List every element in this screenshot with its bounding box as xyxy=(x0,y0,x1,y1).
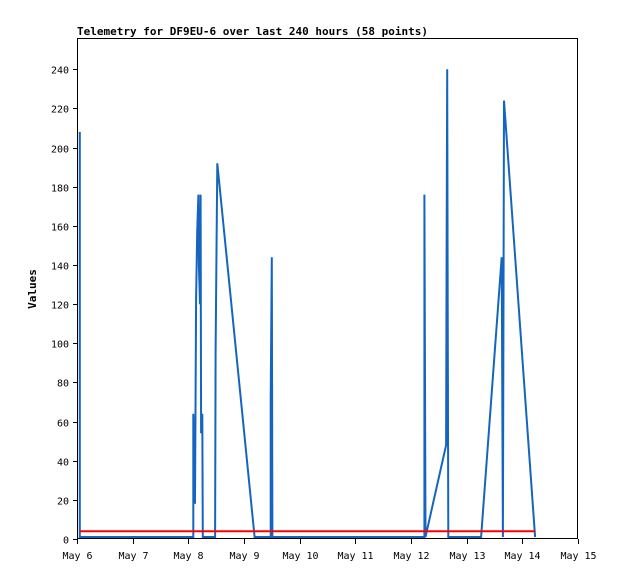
y-tick-label: 20 xyxy=(57,497,69,508)
x-tick-label: May 15 xyxy=(560,551,596,562)
y-tick-label: 180 xyxy=(51,184,69,195)
x-tick-label: May 13 xyxy=(449,551,485,562)
chart-title: Telemetry for DF9EU-6 over last 240 hour… xyxy=(77,25,428,38)
series-layer xyxy=(78,69,537,538)
y-tick-label: 160 xyxy=(51,223,69,234)
x-tick-label: May 6 xyxy=(62,551,92,562)
y-tick-label: 80 xyxy=(57,379,69,390)
y-tick-label: 40 xyxy=(57,458,69,469)
y-tick-label: 140 xyxy=(51,262,69,273)
x-tick-label: May 11 xyxy=(337,551,373,562)
y-tick-label: 100 xyxy=(51,340,69,351)
x-tick-label: May 9 xyxy=(229,551,259,562)
x-tick-label: May 12 xyxy=(393,551,429,562)
plot-area xyxy=(77,38,578,539)
y-tick-label: 60 xyxy=(57,419,69,430)
x-axis: May 6 May 7 May 8 May 9 May 10 May 11 May 12 Ma… xyxy=(62,539,597,562)
y-axis-label: Values xyxy=(26,269,39,309)
series-line-1 xyxy=(78,69,537,538)
y-tick-label: 0 xyxy=(63,536,69,547)
x-tick-label: May 14 xyxy=(504,551,540,562)
y-tick-label: 240 xyxy=(51,66,69,77)
x-tick-label: May 7 xyxy=(118,551,148,562)
y-axis: 0 20 40 60 80 100 120 140 160 180 200 220 240 xyxy=(51,66,77,547)
y-tick-label: 200 xyxy=(51,145,69,156)
x-tick-label: May 10 xyxy=(282,551,318,562)
y-tick-label: 120 xyxy=(51,301,69,312)
y-tick-label: 220 xyxy=(51,105,69,116)
x-tick-label: May 8 xyxy=(173,551,203,562)
